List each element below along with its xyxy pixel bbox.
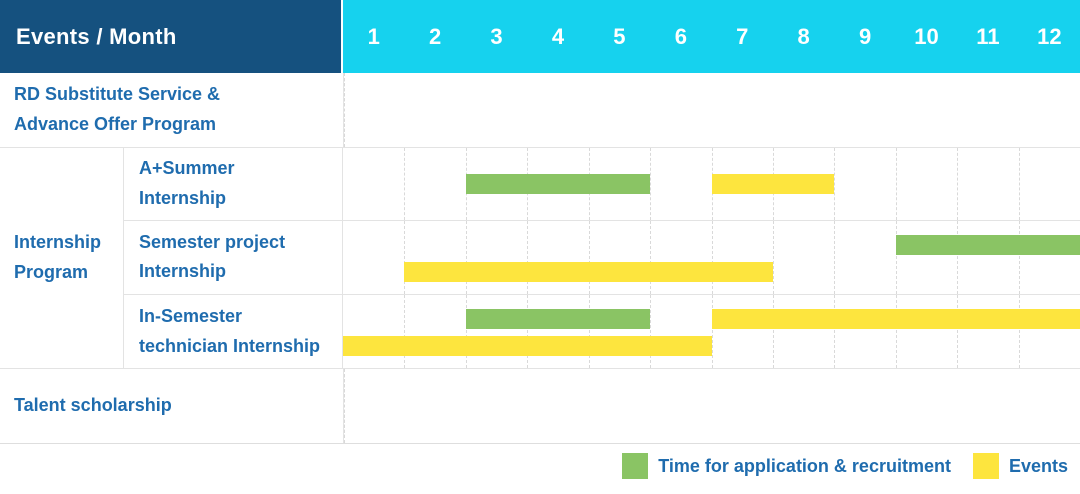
month-label: 6 [674,23,687,49]
month-gridline [588,221,590,294]
month-gridline [957,147,959,221]
month-label: 5 [613,23,626,49]
application-legend-label: Time for application & recruitment [658,455,951,476]
group-label-cell: Internship Program [0,147,124,369]
gantt-row: Semester project Internship [124,221,1080,295]
row-label-line: In-Semester [139,305,243,326]
row-label: A+Summer Internship [124,148,342,221]
application-bar [465,173,651,194]
row-chart-area [342,147,1080,221]
application-bar [895,235,1080,256]
month-gridline [465,221,467,294]
row-label-line: A+Summer [139,158,235,179]
row-label-line: Semester project [139,231,286,252]
month-gridline [404,294,406,369]
gantt-row: Talent scholarship [0,369,345,443]
month-gridline [650,147,652,221]
gantt-row: RD Substitute Service & Advance Offer Pro… [0,73,345,147]
month-gridline [711,294,713,369]
application-bar [465,308,651,329]
row-label-line: technician Internship [139,335,321,356]
row-chart-area [342,221,1080,294]
month-gridline [344,369,345,443]
month-gridline [1018,221,1020,294]
group-label-line: Program [14,261,89,282]
month-label: 9 [858,23,872,49]
month-gridline [957,294,959,369]
month-gridline [527,221,529,294]
month-label: 12 [1037,23,1062,49]
month-label: 3 [490,23,503,49]
table-header-row: Events / Month 1 2 3 4 5 6 7 8 9 10 11 12 [0,0,1080,73]
row-label: Semester project Internship [124,221,342,294]
group-rows: A+Summer Internship Semester project Intern… [124,147,1080,369]
row-label-line: Internship [139,261,227,282]
month-label: 11 [976,23,1000,49]
month-label: 7 [736,23,749,49]
events-legend-label: Events [1008,455,1068,476]
month-label: 2 [429,23,442,49]
row-group: RD Substitute Service & Advance Offer Pro… [0,73,1080,148]
events-bar [404,262,773,283]
month-gridline [650,294,652,369]
gantt-row: A+Summer Internship [124,147,1080,222]
month-header-row: 1 2 3 4 5 6 7 8 9 10 11 12 [343,0,1080,73]
month-gridline [895,221,897,294]
page-title: Events / Month [0,0,341,73]
month-gridline [834,221,836,294]
month-gridline [772,294,774,369]
month-gridline [895,294,897,369]
events-bar [343,335,712,356]
header-divider [341,0,343,73]
month-gridline [588,294,590,369]
month-label: 1 [367,23,380,49]
row-label-line: RD Substitute Service & [14,84,221,105]
month-gridline [465,294,467,369]
row-label: RD Substitute Service & Advance Offer Pro… [0,73,343,147]
month-gridline [1018,294,1020,369]
row-label-line: Advance Offer Program [14,113,217,134]
month-gridline [1018,147,1020,221]
month-gridline [527,294,529,369]
row-chart-area [342,294,1080,369]
events-bar [711,173,835,194]
gantt-row: In-Semester technician Internship [124,294,1080,369]
month-gridline [957,221,959,294]
row-label: Talent scholarship [0,369,343,443]
month-gridline [404,221,406,294]
month-gridline [834,294,836,369]
row-label-line: Talent scholarship [14,395,172,416]
row-group: Talent scholarship [0,369,1080,443]
row-chart-area [343,73,345,147]
month-label: 4 [551,23,565,49]
events-bar [711,308,1080,329]
month-gridline [404,147,406,221]
month-gridline [834,147,836,221]
row-label: In-Semester technician Internship [124,295,342,369]
row-label-line: Internship [139,187,227,208]
events-legend-swatch [972,453,999,479]
month-gridline [650,221,652,294]
group-label-line: Internship [14,232,102,253]
month-gridline [772,221,774,294]
row-chart-area [343,369,345,443]
month-gridline [895,147,897,221]
row-group-internship: Internship Program A+Summer Internship Semes… [0,147,1080,370]
month-label: 10 [914,23,939,49]
legend: Time for application & recruitment Event… [622,452,1068,480]
month-gridline [711,221,713,294]
table-body: RD Substitute Service & Advance Offer Pro… [0,73,1080,444]
month-label: 8 [797,23,810,49]
month-gridline [344,73,345,147]
application-legend-swatch [622,453,649,479]
